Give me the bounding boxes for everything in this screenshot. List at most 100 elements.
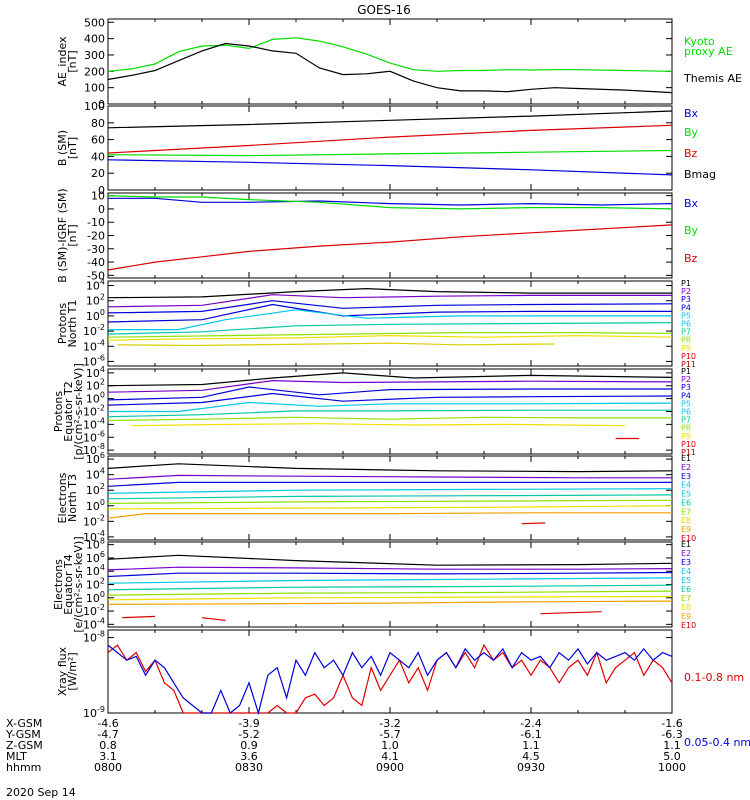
series-line-p8: [131, 423, 626, 427]
legend-entry: P9: [681, 344, 691, 353]
legend-entry: E5: [681, 490, 691, 499]
axis-row-value: 0900: [376, 761, 404, 774]
y-tick-label: 10-2: [83, 323, 105, 338]
y-tick-label: 0: [98, 184, 105, 197]
legend-entry: E9: [681, 525, 691, 534]
legend-entry: E2: [681, 463, 691, 472]
time-axis-table: X-GSM -4.6 -3.9 -3.2 -2.4 -1.6 Y-GSM -4.7 -5.2 -5…: [5, 717, 686, 774]
axis-row-value: -6.1: [520, 728, 541, 741]
legend-entry: P4: [681, 391, 691, 400]
legend-entry: P7: [681, 328, 691, 337]
y-tick-label: 100: [86, 308, 105, 323]
axis-row-value: 3.1: [99, 750, 117, 763]
legend-entry: E5: [681, 576, 691, 585]
y-tick-label: 10-4: [83, 529, 105, 544]
series-line-kyoto-proxy-ae: [107, 37, 673, 72]
series-line-e2: [107, 566, 673, 571]
axis-row-value: -6.3: [661, 728, 682, 741]
y-tick-label: 10-4: [83, 616, 105, 631]
legend-entry: 0.1-0.8 nm: [684, 671, 744, 684]
axis-row-value: 0800: [94, 761, 122, 774]
series-line-p5: [108, 401, 673, 413]
legend-entry: P9: [681, 432, 691, 441]
panel-frame: [107, 192, 673, 279]
axis-row-value: 1.0: [381, 739, 399, 752]
axis-row-value: -4.6: [97, 717, 118, 730]
y-axis-label: Protons: [52, 391, 65, 432]
axis-row-value: 0830: [235, 761, 263, 774]
series-line-bx: [108, 197, 673, 206]
series-line-p5: [108, 309, 672, 331]
y-tick-label: 500: [84, 16, 105, 29]
axis-row-value: 4.1: [381, 750, 399, 763]
axis-row-value: 1000: [658, 761, 686, 774]
legend-entry: E10: [681, 534, 696, 543]
series-line-0-1-0-8-nm: [107, 643, 673, 714]
legend-entry: P2: [681, 287, 691, 296]
series-line-e3: [107, 571, 673, 578]
panel-2: 0 20 40 60 80 100 B (SM)[nT] Bx By Bz Bmag: [56, 100, 716, 197]
series-line-e9: [521, 522, 546, 525]
y-axis-label: B (SM)-IGRF (SM): [56, 188, 69, 282]
y-axis-label: North T1: [66, 300, 79, 348]
legend-entry: E6: [681, 498, 691, 507]
y-tick-label: 102: [86, 577, 105, 592]
axis-row-label: Z-GSM: [6, 739, 43, 752]
legend-entry: P11: [681, 448, 696, 457]
legend-entry: P11: [681, 360, 696, 369]
legend-entry: P1: [681, 367, 691, 376]
y-axis-label: B (SM): [56, 130, 69, 166]
series-line-e7: [107, 595, 673, 601]
series-line-e6: [107, 499, 673, 504]
series-line-p1: [107, 287, 672, 299]
y-tick-label: 60: [91, 134, 105, 147]
legend-entry: P5: [681, 311, 691, 320]
y-tick-label: -10: [87, 216, 105, 229]
y-tick-label: 100: [86, 498, 105, 513]
series-line-e5: [107, 494, 673, 500]
panel-frame: [107, 629, 673, 714]
y-tick-label: 104: [86, 278, 105, 293]
y-axis-label: Equator T2: [62, 381, 75, 441]
axis-row-value: -1.6: [661, 717, 682, 730]
y-tick-label: 104: [86, 467, 105, 482]
figure-title: GOES-16: [357, 3, 411, 17]
y-axis-label: Protons: [56, 303, 69, 344]
y-tick-label: 106: [86, 451, 105, 466]
y-tick-label: -20: [87, 230, 105, 243]
y-tick-label: 100: [86, 391, 105, 406]
y-axis-label: [p/(cm²-s-sr-keV)]: [72, 363, 85, 460]
legend-entry: E1: [681, 454, 691, 463]
series-line-e9b: [201, 617, 226, 621]
series-line-e9a: [122, 615, 156, 619]
legend-entry: By: [684, 126, 699, 139]
legend-entry: Bz: [684, 147, 698, 160]
series-line-bx: [107, 159, 673, 176]
legend-entry: E1: [681, 540, 691, 549]
legend-entry: P3: [681, 295, 691, 304]
legend-entry: E7: [681, 507, 691, 516]
y-tick-label: 102: [86, 293, 105, 308]
series-line-p1: [107, 372, 673, 387]
y-tick-label: 10-2: [83, 513, 105, 528]
series-line-e8: [107, 600, 673, 606]
y-tick-label: 102: [86, 378, 105, 393]
axis-row-value: 0930: [517, 761, 545, 774]
legend-entry: Bz: [684, 252, 698, 265]
y-tick-label: 10-8: [83, 442, 105, 457]
axis-row-value: -5.7: [379, 728, 400, 741]
y-tick-label: 400: [84, 33, 105, 46]
legend-entry: P8: [681, 336, 691, 345]
series-line-e1: [107, 463, 673, 473]
y-tick-label: 20: [91, 167, 105, 180]
axis-row-value: -3.9: [238, 717, 259, 730]
y-tick-label: 10-4: [83, 338, 105, 353]
legend-entry: P7: [681, 416, 691, 425]
legend-entry: P1: [681, 279, 691, 288]
legend-entry: E4: [681, 567, 691, 576]
